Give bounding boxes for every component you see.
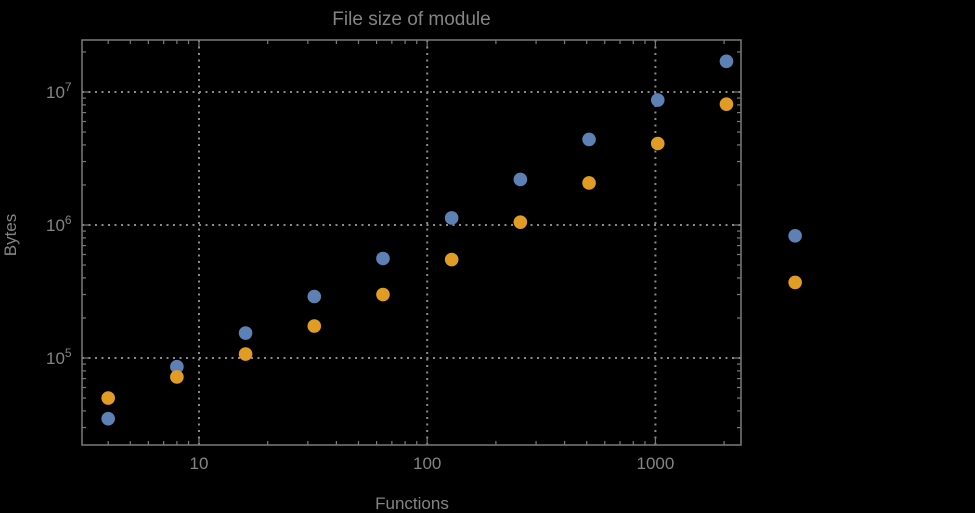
data-point — [376, 287, 390, 302]
data-point — [719, 97, 734, 111]
y-tick-label: 107 — [46, 80, 72, 102]
chart-title: File size of module — [332, 9, 490, 30]
plot-frame — [81, 39, 742, 446]
data-point — [444, 252, 459, 267]
data-point — [788, 228, 802, 243]
y-tick-labels: 105 106 107 — [46, 80, 72, 368]
data-point — [513, 215, 528, 229]
data-point — [101, 391, 115, 405]
data-point — [170, 359, 184, 374]
y-tick-label: 105 — [46, 346, 72, 368]
data-point — [719, 54, 734, 69]
data-point — [170, 370, 184, 384]
frame-ticks — [82, 40, 741, 445]
x-tick-label: 1000 — [636, 454, 674, 473]
data-point — [101, 411, 115, 426]
x-axis-label: Functions — [375, 494, 449, 513]
series-points — [101, 54, 802, 426]
x-tick-label: 100 — [413, 454, 441, 473]
x-tick-label: 10 — [190, 454, 209, 473]
data-point — [582, 176, 596, 190]
data-point — [376, 251, 390, 266]
data-point — [307, 289, 322, 304]
gridlines — [82, 40, 741, 445]
data-point — [650, 93, 665, 107]
blue-series — [101, 54, 802, 426]
data-point — [582, 132, 596, 147]
y-axis-label: Bytes — [1, 214, 20, 257]
y-tick-label: 106 — [46, 213, 72, 235]
data-point — [650, 136, 665, 151]
x-tick-labels: 10 100 1000 — [190, 454, 675, 473]
data-point — [238, 326, 253, 340]
data-point — [788, 275, 802, 290]
data-point — [513, 172, 528, 187]
data-point — [238, 347, 253, 361]
data-point — [444, 211, 459, 225]
orange-series — [101, 97, 802, 405]
data-point — [307, 319, 322, 333]
